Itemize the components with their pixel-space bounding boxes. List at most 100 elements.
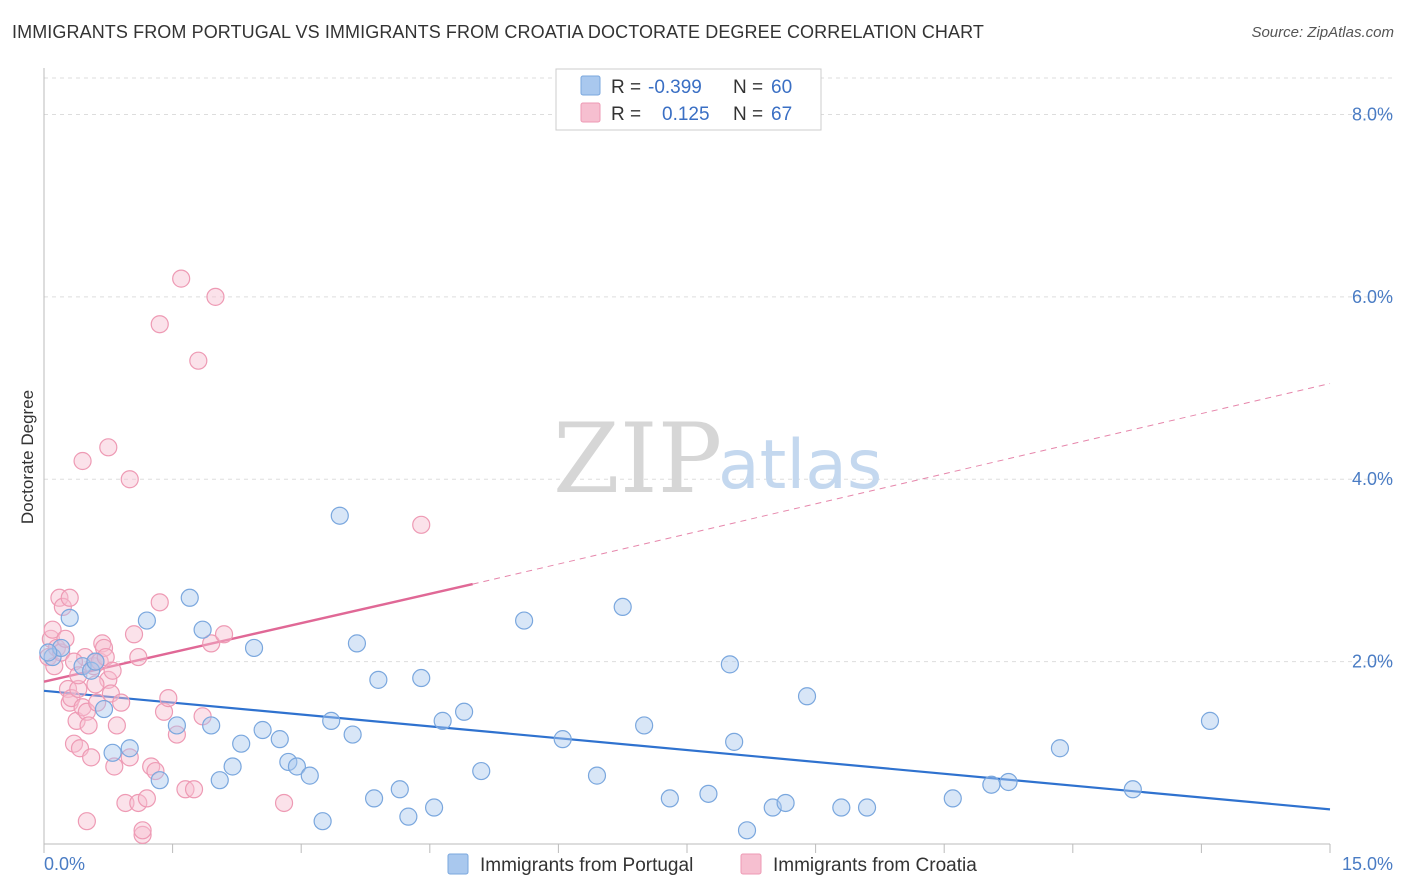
- point-portugal: [193, 620, 212, 639]
- point-portugal: [300, 766, 319, 785]
- point-portugal: [253, 720, 272, 740]
- point-croatia: [64, 652, 84, 671]
- point-portugal: [943, 789, 962, 808]
- legend-n-value-croatia: 67: [771, 104, 792, 125]
- point-croatia: [146, 761, 165, 781]
- point-croatia: [41, 629, 60, 648]
- point-portugal: [412, 668, 431, 688]
- point-croatia: [412, 515, 431, 534]
- point-portugal: [832, 798, 851, 817]
- point-croatia: [189, 351, 208, 370]
- point-portugal: [1123, 780, 1142, 799]
- y-tick-label: 4.0%: [1352, 469, 1393, 489]
- legend-n-value-portugal: 60: [771, 77, 792, 98]
- point-portugal: [322, 711, 341, 730]
- point-croatia: [129, 647, 148, 667]
- legend: R = -0.399 N = 60 R = 0.125 N = 67: [555, 68, 822, 131]
- bottom-legend-croatia: Immigrants from Croatia: [773, 855, 977, 876]
- point-portugal: [515, 611, 534, 630]
- y-tick-label: 8.0%: [1352, 104, 1393, 124]
- point-croatia: [73, 451, 92, 471]
- point-croatia: [120, 470, 139, 489]
- point-croatia: [77, 812, 96, 831]
- point-croatia: [150, 593, 169, 612]
- point-croatia: [172, 269, 191, 288]
- point-croatia: [137, 789, 156, 808]
- source-label: Source: ZipAtlas.com: [1251, 24, 1394, 41]
- point-portugal: [424, 798, 444, 817]
- point-portugal: [347, 634, 367, 653]
- point-portugal: [94, 699, 114, 719]
- point-portugal: [279, 752, 298, 772]
- legend-r-value-portugal: -0.399: [648, 77, 702, 98]
- point-portugal: [390, 780, 409, 799]
- point-portugal: [1050, 739, 1070, 758]
- point-portugal: [399, 807, 418, 826]
- point-portugal: [180, 588, 199, 607]
- point-croatia: [167, 725, 186, 744]
- point-portugal: [660, 789, 679, 808]
- point-croatia: [60, 588, 79, 607]
- point-croatia: [79, 716, 98, 735]
- point-croatia: [69, 679, 88, 699]
- point-portugal: [369, 670, 388, 689]
- point-portugal: [982, 775, 1001, 794]
- point-croatia: [124, 625, 144, 644]
- point-croatia: [52, 643, 71, 662]
- point-portugal: [343, 725, 362, 744]
- point-croatia: [154, 702, 174, 721]
- data-points: [39, 269, 1220, 844]
- watermark: ZIP atlas: [553, 403, 882, 515]
- point-portugal: [270, 730, 289, 749]
- point-portugal: [137, 611, 156, 630]
- point-portugal: [60, 608, 79, 627]
- point-portugal: [737, 821, 757, 840]
- point-croatia: [82, 748, 101, 767]
- point-portugal: [797, 687, 817, 706]
- watermark-zip: ZIP: [553, 403, 722, 515]
- point-portugal: [120, 739, 139, 758]
- point-croatia: [214, 625, 234, 644]
- y-tick-label: 6.0%: [1352, 287, 1393, 307]
- point-croatia: [159, 688, 178, 708]
- watermark-atlas: atlas: [718, 426, 882, 505]
- point-portugal: [103, 743, 122, 762]
- point-portugal: [857, 798, 877, 817]
- point-croatia: [94, 638, 114, 658]
- y-axis-title: Doctorate Degree: [18, 390, 37, 524]
- point-croatia: [206, 287, 225, 306]
- legend-r-label-croatia: R =: [611, 104, 641, 125]
- point-croatia: [86, 675, 105, 694]
- point-croatia: [120, 748, 139, 767]
- trend-line-portugal: [43, 689, 1331, 811]
- bottom-legend-swatch-croatia: [740, 853, 762, 875]
- point-portugal: [587, 766, 607, 785]
- legend-swatch-portugal: [580, 75, 601, 96]
- point-portugal: [999, 772, 1018, 792]
- point-portugal: [202, 716, 221, 735]
- trend-lines: [43, 383, 1331, 811]
- point-croatia: [116, 793, 135, 813]
- legend-n-label-portugal: N =: [733, 77, 763, 98]
- point-portugal: [223, 757, 242, 776]
- point-portugal: [720, 655, 739, 674]
- legend-r-label-portugal: R =: [611, 77, 641, 98]
- point-portugal: [287, 757, 307, 776]
- point-croatia: [133, 825, 152, 844]
- point-portugal: [232, 734, 251, 753]
- x-tick-label-min: 0.0%: [44, 854, 85, 874]
- point-croatia: [107, 716, 126, 735]
- point-portugal: [699, 784, 718, 803]
- point-croatia: [99, 438, 118, 457]
- point-portugal: [776, 793, 795, 813]
- trend-line-croatia: [43, 582, 473, 683]
- grid-lines: 2.0% 4.0% 6.0% 8.0%: [44, 77, 1393, 672]
- bottom-legend: Immigrants from Portugal Immigrants from…: [447, 853, 977, 876]
- chart-title: IMMIGRANTS FROM PORTUGAL VS IMMIGRANTS F…: [12, 22, 985, 42]
- point-croatia: [105, 757, 124, 776]
- x-tick-label-max: 15.0%: [1342, 854, 1393, 874]
- legend-r-value-croatia: 0.125: [662, 104, 710, 125]
- point-portugal: [82, 661, 101, 680]
- legend-swatch-croatia: [580, 102, 601, 123]
